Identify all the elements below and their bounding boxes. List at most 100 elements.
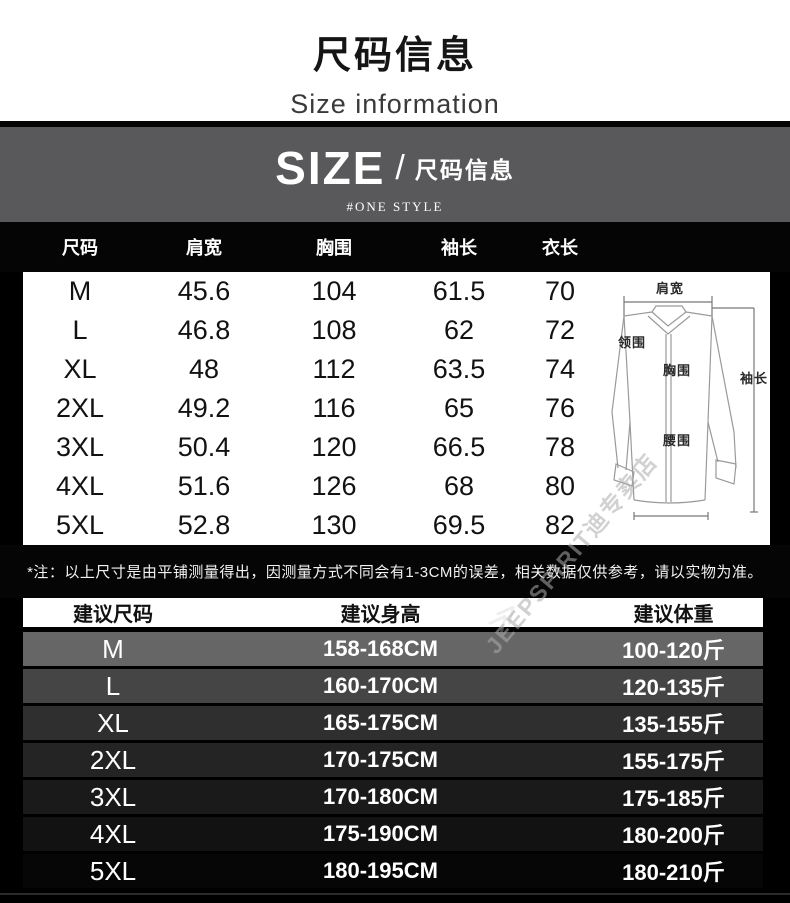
cell-suggested-height: 175-190CM xyxy=(323,821,438,846)
cell-suggested-weight: 120-135斤 xyxy=(622,675,725,700)
cell-shoulder: 50.4 xyxy=(177,432,231,462)
diagram-label-shoulder: 肩宽 xyxy=(656,281,685,296)
column-header-suggested-height: 建议身高 xyxy=(340,604,421,626)
cell-chest: 104 xyxy=(311,276,357,306)
cell-suggested-weight: 100-120斤 xyxy=(622,638,725,663)
table-row: 4XL 51.6 126 68 80 xyxy=(23,467,770,506)
cell-suggested-height: 165-175CM xyxy=(323,710,438,735)
diagram-label-sleeve: 袖长 xyxy=(740,371,769,386)
diagram-label-collar: 领围 xyxy=(618,335,647,350)
cell-suggested-weight: 180-210斤 xyxy=(622,860,725,885)
note-band: *注：以上尺寸是由平铺测量得出，因测量方式不同会有1-3CM的误差，相关数据仅供… xyxy=(0,545,790,598)
cell-suggested-height: 158-168CM xyxy=(323,636,438,661)
size-banner: SIZE / 尺码信息 #ONE STYLE xyxy=(0,127,790,222)
banner-tagline: #ONE STYLE xyxy=(346,199,444,214)
cell-chest: 116 xyxy=(312,393,356,423)
cell-chest: 112 xyxy=(312,354,356,384)
cell-length: 82 xyxy=(544,510,576,540)
cell-suggested-weight: 135-155斤 xyxy=(622,712,725,737)
cell-length: 72 xyxy=(544,315,576,345)
column-header-size: 尺码 xyxy=(62,238,98,258)
cell-shoulder: 49.2 xyxy=(177,393,231,423)
table-row: L 46.8 108 62 72 xyxy=(23,311,770,350)
size-table-panel: M 45.6 104 61.5 70 L 46.8 108 62 72 XL 48 112 63.5 74 2… xyxy=(23,272,770,545)
cell-size: M xyxy=(68,276,92,306)
cell-length: 78 xyxy=(544,432,576,462)
cell-sleeve: 63.5 xyxy=(432,354,486,384)
shirt-diagram: 肩宽 领围 胸围 腰围 袖长 xyxy=(608,272,770,545)
cell-sleeve: 68 xyxy=(443,471,475,501)
table-row: M 158-168CM 100-120斤 xyxy=(23,632,763,666)
column-header-sleeve: 袖长 xyxy=(441,238,477,258)
column-header-suggested-weight: 建议体重 xyxy=(633,604,714,626)
cell-size: L xyxy=(72,315,88,345)
page-header: 尺码信息 Size information xyxy=(0,0,790,121)
cell-size: 4XL xyxy=(55,471,105,501)
bottom-divider xyxy=(0,893,790,895)
cell-size: 3XL xyxy=(55,432,105,462)
suggestion-table-body: M 158-168CM 100-120斤 L 160-170CM 120-135斤 XL 16… xyxy=(23,632,763,891)
cell-chest: 130 xyxy=(311,510,357,540)
table-row: 5XL 52.8 130 69.5 82 xyxy=(23,506,770,545)
cell-sleeve: 61.5 xyxy=(432,276,486,306)
banner-label-cn: 尺码信息 xyxy=(414,157,515,183)
banner-size-word: SIZE xyxy=(275,142,386,194)
size-table-body: M 45.6 104 61.5 70 L 46.8 108 62 72 XL 48 112 63.5 74 2… xyxy=(23,272,770,545)
cell-suggested-size: 4XL xyxy=(89,818,137,849)
cell-shoulder: 45.6 xyxy=(177,276,231,306)
cell-suggested-size: XL xyxy=(97,707,129,738)
table-row: XL 165-175CM 135-155斤 xyxy=(23,706,763,740)
size-banner-section: SIZE / 尺码信息 #ONE STYLE 尺码 肩宽 胸围 袖长 衣长 xyxy=(0,121,790,272)
page-title: 尺码信息 xyxy=(312,35,477,77)
cell-sleeve: 69.5 xyxy=(432,510,486,540)
cell-suggested-size: 3XL xyxy=(89,781,137,812)
cell-size: 2XL xyxy=(55,393,105,423)
measurement-note: *注：以上尺寸是由平铺测量得出，因测量方式不同会有1-3CM的误差，相关数据仅供… xyxy=(27,564,763,581)
diagram-label-chest: 胸围 xyxy=(663,363,692,378)
table-row: M 45.6 104 61.5 70 xyxy=(23,272,770,311)
cell-shoulder: 48 xyxy=(188,354,220,384)
cell-shoulder: 51.6 xyxy=(177,471,231,501)
cell-length: 76 xyxy=(544,393,576,423)
table-row: 3XL 50.4 120 66.5 78 xyxy=(23,428,770,467)
cell-length: 74 xyxy=(544,354,576,384)
table-row: L 160-170CM 120-135斤 xyxy=(23,669,763,703)
cell-size: XL xyxy=(63,354,97,384)
cell-size: 5XL xyxy=(55,510,105,540)
banner-line: SIZE / 尺码信息 xyxy=(0,127,790,191)
cell-chest: 108 xyxy=(311,315,357,345)
cell-length: 80 xyxy=(544,471,576,501)
shirt-outline-icon xyxy=(611,296,758,520)
table-row: 3XL 170-180CM 175-185斤 xyxy=(23,780,763,814)
table-row: 2XL 170-175CM 155-175斤 xyxy=(23,743,763,777)
cell-suggested-size: L xyxy=(105,670,121,701)
cell-suggested-weight: 175-185斤 xyxy=(622,786,725,811)
column-header-chest: 胸围 xyxy=(316,238,352,258)
cell-suggested-size: M xyxy=(102,633,124,664)
cell-length: 70 xyxy=(544,276,576,306)
suggestion-table-header: 建议尺码 建议身高 建议体重 xyxy=(23,598,763,627)
table-row: XL 48 112 63.5 74 xyxy=(23,350,770,389)
cell-suggested-height: 170-175CM xyxy=(323,747,438,772)
cell-chest: 126 xyxy=(311,471,357,501)
column-header-shoulder: 肩宽 xyxy=(186,238,222,258)
column-header-suggested-size: 建议尺码 xyxy=(73,604,153,626)
table-row: 4XL 175-190CM 180-200斤 xyxy=(23,817,763,851)
cell-suggested-height: 170-180CM xyxy=(323,784,438,809)
cell-suggested-size: 5XL xyxy=(89,855,137,886)
cell-sleeve: 62 xyxy=(443,315,475,345)
page-subtitle: Size information xyxy=(290,89,500,119)
cell-shoulder: 46.8 xyxy=(177,315,231,345)
cell-suggested-size: 2XL xyxy=(89,744,137,775)
diagram-label-waist: 腰围 xyxy=(663,433,692,448)
cell-sleeve: 65 xyxy=(443,393,475,423)
banner-slash-divider: / xyxy=(395,149,405,187)
cell-suggested-height: 180-195CM xyxy=(323,858,438,883)
cell-suggested-height: 160-170CM xyxy=(323,673,438,698)
table-row: 5XL 180-195CM 180-210斤 xyxy=(23,854,763,888)
cell-sleeve: 66.5 xyxy=(432,432,486,462)
cell-suggested-weight: 180-200斤 xyxy=(622,823,725,848)
cell-chest: 120 xyxy=(311,432,357,462)
cell-suggested-weight: 155-175斤 xyxy=(622,749,725,774)
